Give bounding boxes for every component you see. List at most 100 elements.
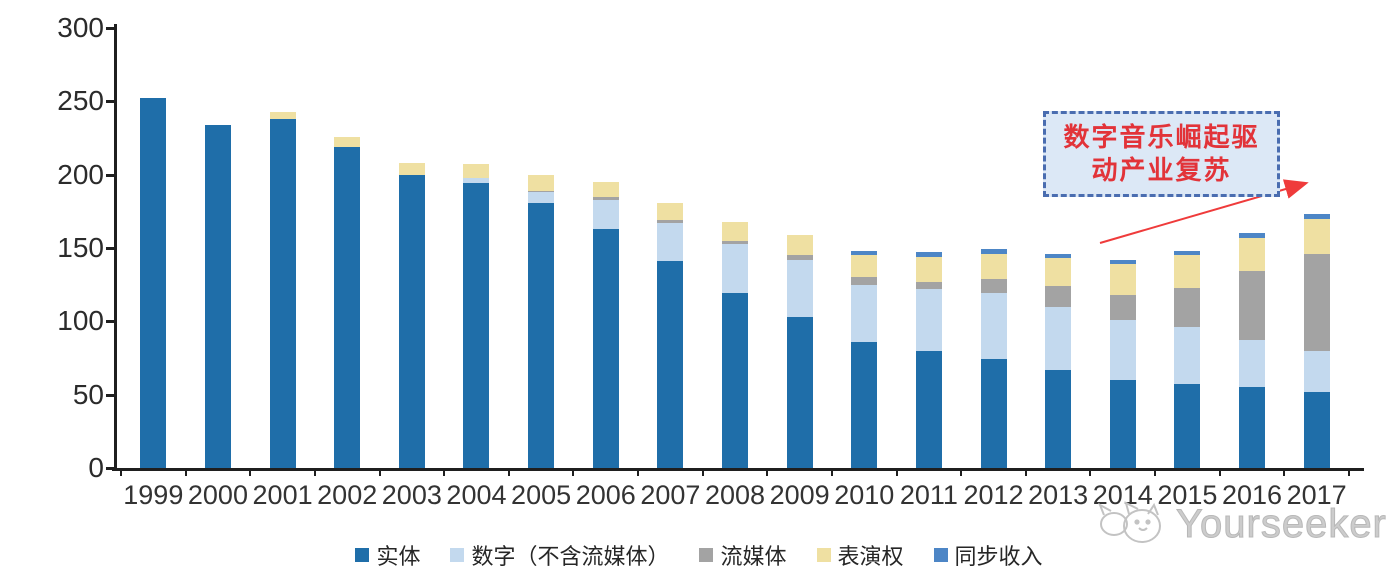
x-axis-label: 2003: [381, 480, 442, 510]
x-axis-label: 2015: [1157, 480, 1218, 510]
y-axis-tick-label: 150: [57, 232, 104, 263]
bar-segment: [528, 192, 555, 203]
bar-segment: [657, 220, 684, 224]
x-axis-label: 2009: [769, 480, 830, 510]
bar-segment: [980, 293, 1007, 360]
x-axis-tick-mark: [1089, 468, 1092, 476]
x-axis-label: 2002: [317, 480, 378, 510]
x-axis-tick-mark: [1283, 468, 1286, 476]
bar-segment: [980, 359, 1007, 468]
legend-label: 同步收入: [954, 544, 1043, 569]
x-axis-tick-mark: [637, 468, 640, 476]
annotation-box: 数字音乐崛起驱 动产业复苏: [1043, 111, 1280, 197]
x-axis-tick-mark: [120, 468, 122, 476]
annotation-text-line2: 动产业复苏: [1091, 155, 1232, 185]
x-axis-tick-mark: [249, 468, 252, 476]
bar-segment: [528, 174, 555, 191]
x-axis-tick-mark: [895, 468, 898, 476]
bar-segment: [722, 293, 748, 468]
x-axis-label: 2007: [640, 480, 701, 510]
x-axis-label: 2012: [963, 480, 1024, 510]
bar-segment: [1239, 340, 1266, 388]
y-axis-tick-mark: [106, 27, 115, 30]
x-axis-label: 2017: [1286, 480, 1347, 510]
bar-segment: [1109, 259, 1136, 265]
x-axis-tick-mark: [1218, 468, 1221, 476]
y-axis-tick-label: 100: [57, 305, 104, 337]
bar-segment: [463, 164, 490, 178]
bar-segment: [1045, 306, 1072, 370]
y-axis-tick-label: 50: [72, 378, 104, 410]
bar-segment: [398, 162, 425, 175]
y-axis-tick-label: 250: [57, 85, 104, 117]
y-axis-tick-label: 0: [88, 452, 104, 483]
x-axis-label: 1999: [123, 480, 184, 510]
bar-segment: [980, 253, 1007, 279]
x-axis-label: 2006: [575, 480, 636, 510]
legend-swatch: [933, 548, 948, 562]
bar-segment: [1045, 253, 1072, 259]
bar-segment: [398, 174, 425, 468]
bar-segment: [1239, 233, 1266, 238]
y-axis-tick-mark: [106, 320, 115, 324]
cat-doodle-icon: [1098, 501, 1161, 543]
x-axis-tick-mark: [378, 468, 381, 476]
x-axis-tick-mark: [960, 468, 963, 476]
bar-segment: [786, 234, 813, 256]
bar-segment: [1109, 264, 1136, 295]
y-axis-tick-mark: [106, 393, 115, 397]
bar-segment: [980, 249, 1007, 254]
bar-segment: [528, 202, 555, 468]
bar-segment: [1045, 286, 1072, 307]
x-axis-label: 2000: [187, 480, 248, 510]
x-axis-tick-mark: [766, 468, 769, 476]
bar-segment: [980, 278, 1007, 294]
bar-segment: [915, 289, 942, 351]
bar-segment: [657, 223, 684, 262]
bar-segment: [915, 281, 942, 290]
x-axis-tick-mark: [1154, 468, 1157, 476]
bar-segment: [786, 255, 813, 260]
chart-legend: 实体 数字（不含流媒体） 流媒体 表演权 同步收入: [0, 538, 1398, 572]
bar-segment: [657, 261, 684, 468]
bar-segment: [269, 111, 296, 119]
bar-segment: [851, 284, 878, 342]
bar-segment: [1045, 369, 1072, 468]
bar-segment: [1174, 250, 1201, 256]
bar-segment: [204, 124, 231, 468]
legend-swatch: [816, 548, 831, 562]
bar-segment: [722, 243, 748, 294]
bar-segment: [1239, 271, 1266, 341]
legend-item: 表演权: [816, 539, 904, 571]
x-axis-label: 2014: [1092, 480, 1153, 510]
x-axis-tick-mark: [830, 468, 833, 476]
annotation-text-line1: 数字音乐崛起驱: [1063, 122, 1260, 152]
x-axis-tick-mark: [184, 468, 187, 476]
bar-segment: [1174, 327, 1201, 385]
x-axis-tick-mark: [1348, 468, 1350, 476]
legend-item: 流媒体: [699, 539, 787, 571]
x-axis-label: 2016: [1222, 480, 1283, 510]
bar-segment: [786, 316, 813, 468]
x-axis-tick-mark: [443, 468, 446, 476]
y-axis-tick-label: 200: [57, 158, 104, 190]
legend-item: 数字（不含流媒体）: [450, 539, 669, 571]
x-axis-label: 2005: [511, 480, 572, 510]
bar-segment: [1303, 391, 1330, 468]
bar-segment: [463, 183, 490, 468]
legend-swatch: [450, 548, 465, 562]
bar-segment: [463, 177, 490, 184]
bar-segment: [1303, 214, 1330, 219]
x-axis-tick-mark: [572, 468, 575, 476]
bar-segment: [528, 190, 555, 193]
y-axis-tick-label: 300: [57, 12, 104, 43]
bar-segment: [592, 182, 619, 197]
legend-item: 同步收入: [933, 539, 1043, 571]
bar-segment: [722, 240, 748, 244]
x-axis-tick-mark: [507, 468, 510, 476]
bar-segment: [851, 250, 878, 256]
bar-segment: [1303, 253, 1330, 351]
x-axis-label: 2004: [446, 480, 507, 510]
bar-segment: [657, 202, 684, 221]
